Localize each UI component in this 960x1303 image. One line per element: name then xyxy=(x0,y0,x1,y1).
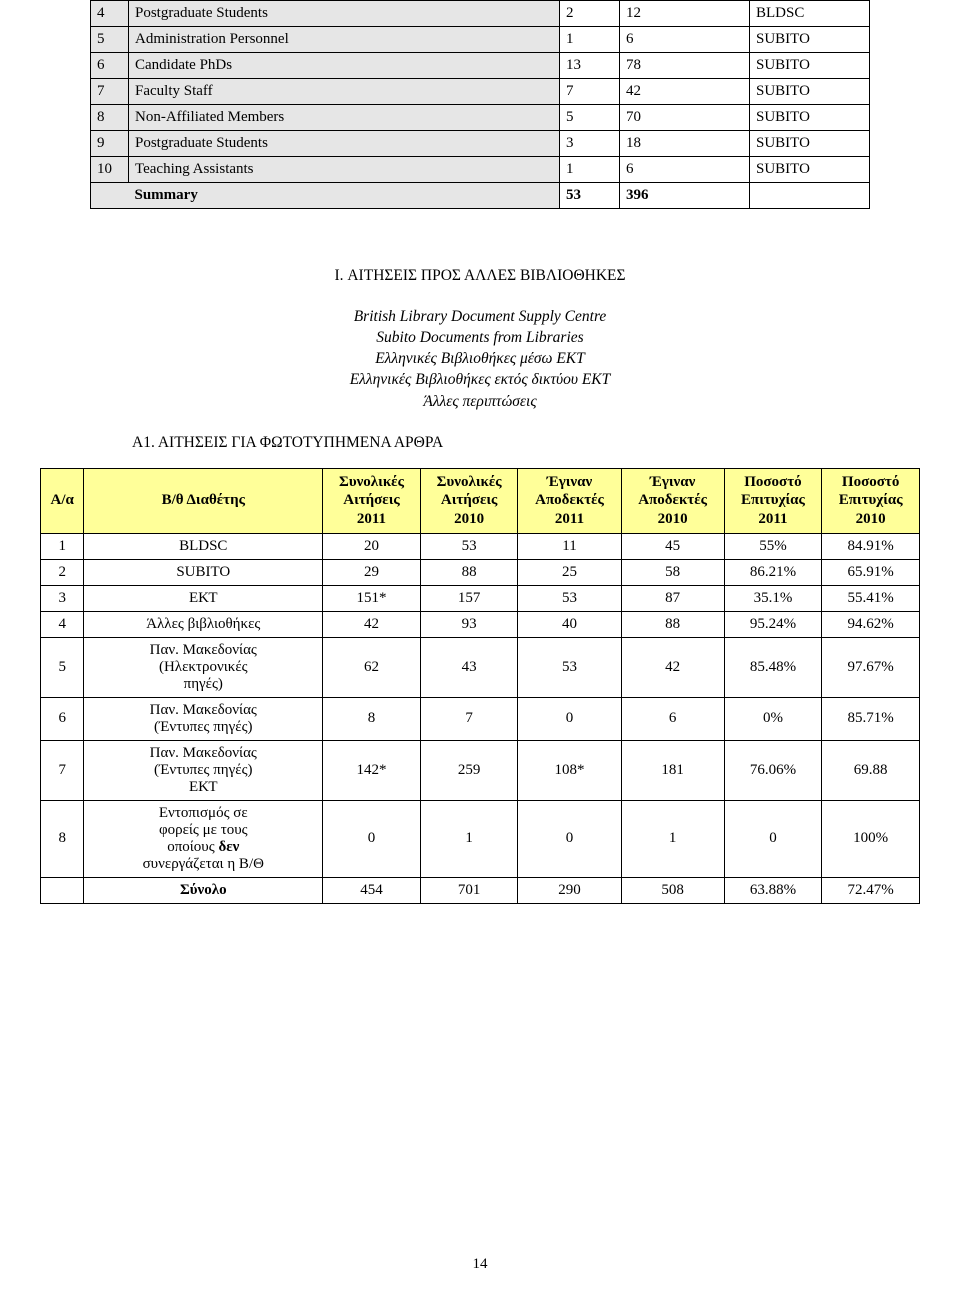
italic-line: Ελληνικές Βιβλιοθήκες μέσω ΕΚΤ xyxy=(90,349,870,369)
table-summary-top: 4Postgraduate Students212BLDSC5Administr… xyxy=(90,0,870,209)
column-header: Α/α xyxy=(41,468,84,533)
table-row-total: Σύνολο45470129050863.88%72.47% xyxy=(41,877,920,903)
page: 4Postgraduate Students212BLDSC5Administr… xyxy=(0,0,960,1303)
column-header: ΈγινανΑποδεκτές2010 xyxy=(621,468,724,533)
italic-line: Άλλες περιπτώσεις xyxy=(90,392,870,412)
italic-line: Ελληνικές Βιβλιοθήκες εκτός δικτύου ΕΚΤ xyxy=(90,370,870,390)
italic-source-list: British Library Document Supply CentreSu… xyxy=(90,307,870,412)
italic-line: British Library Document Supply Centre xyxy=(90,307,870,327)
table-row: 10Teaching Assistants16SUBITO xyxy=(91,157,870,183)
page-number: 14 xyxy=(0,1256,960,1273)
table-row-summary: Summary53396 xyxy=(91,183,870,209)
table-row: 4Άλλες βιβλιοθήκες4293408895.24%94.62% xyxy=(41,611,920,637)
column-header: ΈγινανΑποδεκτές2011 xyxy=(518,468,621,533)
table-row: 5Administration Personnel16SUBITO xyxy=(91,27,870,53)
table-row: 7Παν. Μακεδονίας(Έντυπες πηγές)ΕΚΤ142*25… xyxy=(41,740,920,800)
table-row: 3ΕΚΤ151*157538735.1%55.41% xyxy=(41,585,920,611)
section-title: I. ΑΙΤΗΣΕΙΣ ΠΡΟΣ ΑΛΛΕΣ ΒΙΒΛΙΟΘΗΚΕΣ xyxy=(90,267,870,285)
table-row: 1BLDSC2053114555%84.91% xyxy=(41,533,920,559)
column-header: ΣυνολικέςΑιτήσεις2011 xyxy=(323,468,421,533)
column-header: ΠοσοστόΕπιτυχίας2010 xyxy=(822,468,920,533)
column-header: Β/θ Διαθέτης xyxy=(84,468,323,533)
table-row: 5Παν. Μακεδονίας(Ηλεκτρονικέςπηγές)62435… xyxy=(41,637,920,697)
italic-line: Subito Documents from Libraries xyxy=(90,328,870,348)
subsection-a1: Α1. ΑΙΤΗΣΕΙΣ ΓΙΑ ΦΩΤΟΤΥΠΗΜΕΝΑ ΑΡΘΡΑ xyxy=(132,434,870,452)
table-row: 4Postgraduate Students212BLDSC xyxy=(91,1,870,27)
table-row: 8Non-Affiliated Members570SUBITO xyxy=(91,105,870,131)
table-row: 2SUBITO2988255886.21%65.91% xyxy=(41,559,920,585)
table-requests: Α/αΒ/θ ΔιαθέτηςΣυνολικέςΑιτήσεις2011Συνο… xyxy=(40,468,920,904)
table-row: 6Παν. Μακεδονίας(Έντυπες πηγές)87060%85.… xyxy=(41,697,920,740)
table-row: 6Candidate PhDs1378SUBITO xyxy=(91,53,870,79)
column-header: ΣυνολικέςΑιτήσεις2010 xyxy=(420,468,518,533)
column-header: ΠοσοστόΕπιτυχίας2011 xyxy=(724,468,822,533)
table-row: 7Faculty Staff742SUBITO xyxy=(91,79,870,105)
table-row: 8Εντοπισμός σεφορείς με τουςοποίους δενσ… xyxy=(41,800,920,877)
table-row: 9Postgraduate Students318SUBITO xyxy=(91,131,870,157)
